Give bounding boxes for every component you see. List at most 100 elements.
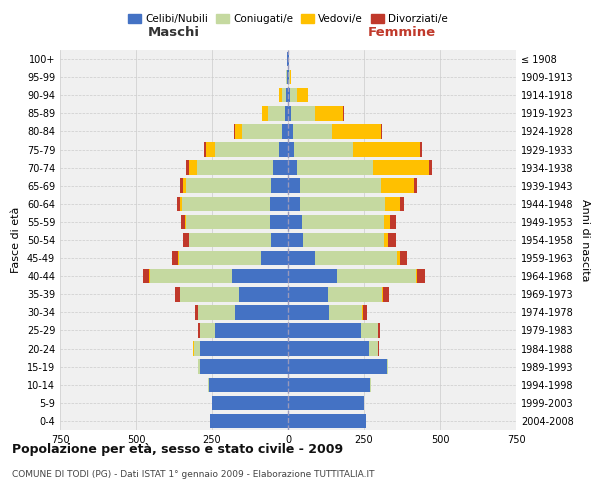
Bar <box>195 305 198 320</box>
Bar <box>175 287 180 302</box>
Bar <box>279 142 288 157</box>
Bar <box>288 269 337 283</box>
Bar <box>316 251 397 266</box>
Bar <box>186 160 189 175</box>
Bar <box>200 360 288 374</box>
Bar <box>235 124 242 138</box>
Bar <box>290 88 297 102</box>
Bar <box>361 323 377 338</box>
Bar <box>212 396 288 410</box>
Bar <box>288 70 289 84</box>
Bar <box>294 142 353 157</box>
Bar <box>288 196 300 211</box>
Bar <box>385 196 400 211</box>
Bar <box>288 396 364 410</box>
Bar <box>181 214 185 229</box>
Bar <box>178 251 179 266</box>
Bar <box>179 251 260 266</box>
Bar <box>286 88 288 102</box>
Bar <box>239 287 288 302</box>
Bar <box>288 106 291 120</box>
Bar <box>189 160 197 175</box>
Bar <box>180 196 182 211</box>
Bar <box>288 414 365 428</box>
Bar <box>400 196 404 211</box>
Bar <box>390 214 396 229</box>
Bar <box>417 269 425 283</box>
Bar <box>288 214 302 229</box>
Bar <box>400 251 407 266</box>
Bar <box>381 124 382 138</box>
Bar <box>288 378 370 392</box>
Bar <box>288 360 387 374</box>
Bar <box>383 287 389 302</box>
Text: Maschi: Maschi <box>148 26 200 39</box>
Bar <box>199 360 200 374</box>
Bar <box>300 178 381 193</box>
Bar <box>215 323 288 338</box>
Bar <box>373 160 430 175</box>
Bar <box>211 414 288 428</box>
Bar <box>287 70 288 84</box>
Bar <box>197 160 273 175</box>
Bar <box>182 233 188 247</box>
Bar <box>293 124 332 138</box>
Bar <box>288 52 289 66</box>
Bar <box>290 70 291 84</box>
Bar <box>414 178 417 193</box>
Bar <box>206 142 215 157</box>
Bar <box>270 196 288 211</box>
Bar <box>282 88 286 102</box>
Bar <box>271 178 288 193</box>
Bar <box>288 342 368 356</box>
Bar <box>232 269 288 283</box>
Bar <box>288 305 329 320</box>
Bar <box>384 214 390 229</box>
Bar <box>388 233 396 247</box>
Bar <box>303 233 384 247</box>
Bar <box>291 106 316 120</box>
Bar <box>262 106 268 120</box>
Y-axis label: Fasce di età: Fasce di età <box>11 207 21 273</box>
Bar <box>288 88 290 102</box>
Bar <box>149 269 232 283</box>
Bar <box>270 214 288 229</box>
Bar <box>328 287 382 302</box>
Bar <box>209 378 288 392</box>
Y-axis label: Anni di nascita: Anni di nascita <box>580 198 590 281</box>
Bar <box>288 287 328 302</box>
Bar <box>188 233 189 247</box>
Bar <box>234 124 235 138</box>
Bar <box>205 142 206 157</box>
Bar <box>397 251 400 266</box>
Bar <box>382 287 383 302</box>
Bar <box>297 88 308 102</box>
Text: Femmine: Femmine <box>368 26 436 39</box>
Bar <box>288 142 294 157</box>
Bar <box>215 142 279 157</box>
Bar <box>370 378 371 392</box>
Bar <box>378 342 379 356</box>
Bar <box>200 342 288 356</box>
Bar <box>302 214 384 229</box>
Bar <box>286 70 287 84</box>
Bar <box>185 214 186 229</box>
Bar <box>416 269 417 283</box>
Bar <box>273 160 288 175</box>
Bar <box>289 70 290 84</box>
Bar <box>200 323 215 338</box>
Text: COMUNE DI TODI (PG) - Dati ISTAT 1° gennaio 2009 - Elaborazione TUTTITALIA.IT: COMUNE DI TODI (PG) - Dati ISTAT 1° genn… <box>12 470 374 479</box>
Bar <box>353 142 420 157</box>
Bar <box>186 214 270 229</box>
Bar <box>288 251 316 266</box>
Bar <box>378 323 380 338</box>
Text: Popolazione per età, sesso e stato civile - 2009: Popolazione per età, sesso e stato civil… <box>12 442 343 456</box>
Bar <box>332 124 381 138</box>
Bar <box>288 124 293 138</box>
Bar <box>182 196 270 211</box>
Bar <box>180 287 239 302</box>
Bar <box>337 269 416 283</box>
Bar <box>279 88 282 102</box>
Bar <box>420 142 422 157</box>
Bar <box>268 106 285 120</box>
